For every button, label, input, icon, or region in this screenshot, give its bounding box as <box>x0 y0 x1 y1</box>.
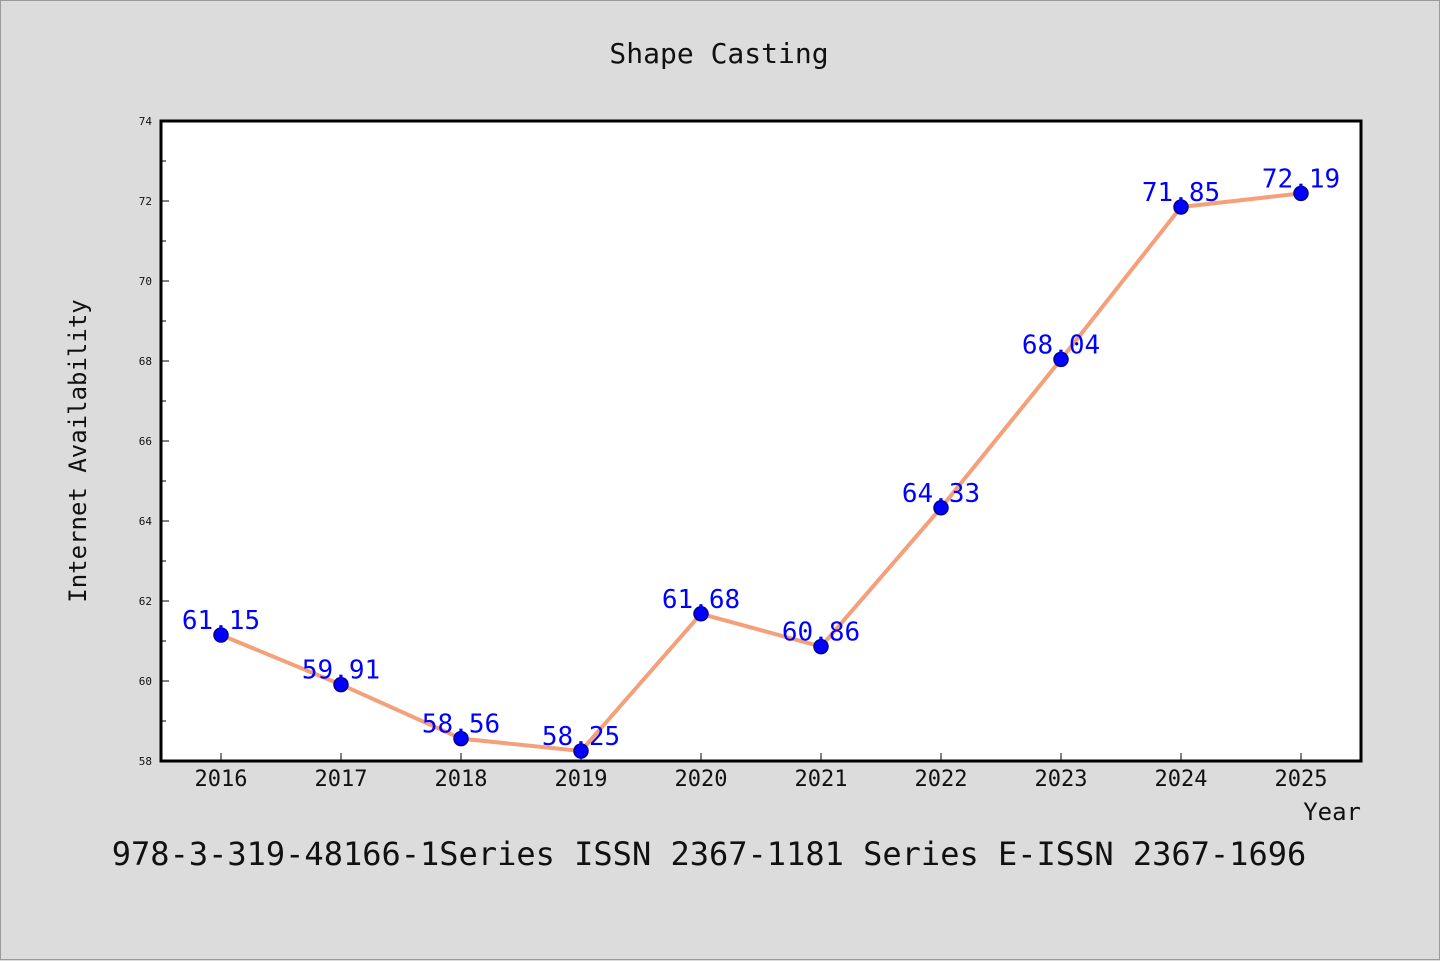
data-point-2016 <box>213 627 229 643</box>
y-axis: 58 60 62 64 66 68 70 72 74 <box>139 115 169 768</box>
data-label-2023: 68.04 <box>1022 330 1100 360</box>
data-point-2022 <box>933 500 949 516</box>
plot-area <box>159 119 1363 763</box>
x-tick-label-2025: 2025 <box>1275 767 1328 792</box>
y-tick-label-74: 74 <box>139 115 153 128</box>
x-tick-label-2016: 2016 <box>195 767 248 792</box>
data-label-2022: 64.33 <box>902 479 980 509</box>
data-point-2025 <box>1293 185 1309 202</box>
x-axis-label: Year <box>1303 798 1361 826</box>
x-tick-label-2024: 2024 <box>1155 767 1208 792</box>
series-line <box>220 191 1302 753</box>
y-axis-label: Internet Availability <box>64 299 92 602</box>
series-line-group <box>220 191 1302 753</box>
data-label-2019: 58.25 <box>542 722 620 752</box>
x-tick-label-2020: 2020 <box>675 767 728 792</box>
data-label-2021: 60.86 <box>782 618 860 648</box>
data-label-2017: 59.91 <box>302 656 380 686</box>
x-tick-label-2022: 2022 <box>915 767 968 792</box>
x-tick-label-2021: 2021 <box>795 767 848 792</box>
data-label-2024: 71.85 <box>1142 178 1220 208</box>
x-tick-label-2019: 2019 <box>555 767 608 792</box>
y-tick-label-60: 60 <box>139 675 152 688</box>
data-point-2017 <box>333 676 349 693</box>
y-tick-label-64: 64 <box>139 515 153 528</box>
x-tick-label-2018: 2018 <box>435 767 488 792</box>
data-point-2024 <box>1173 199 1189 215</box>
data-point-2019 <box>573 743 589 759</box>
y-tick-label-66: 66 <box>139 435 152 448</box>
y-tick-label-72: 72 <box>139 195 152 208</box>
footer-isbn-issn: 978-3-319-48166-1Series ISSN 2367-1181 S… <box>112 835 1306 873</box>
data-point-2023 <box>1053 351 1069 368</box>
y-tick-label-70: 70 <box>139 275 152 288</box>
markers-group <box>213 185 1309 759</box>
data-label-2018: 58.56 <box>422 710 500 740</box>
y-tick-label-62: 62 <box>139 595 152 608</box>
data-label-2025: 72.19 <box>1262 164 1340 194</box>
data-point-2020 <box>693 606 709 622</box>
data-label-2020: 61.68 <box>662 585 740 615</box>
data-point-2021 <box>813 638 829 655</box>
x-tick-label-2023: 2023 <box>1035 767 1088 792</box>
y-tick-label-68: 68 <box>139 355 152 368</box>
x-axis: 2016 2017 2018 2019 2020 2021 2022 2023 2024 2025 <box>195 753 1328 792</box>
x-tick-label-2017: 2017 <box>315 767 368 792</box>
data-labels-group: 61.15 59.91 58.56 58.25 61.68 60.86 64.33 68.04… <box>182 164 1340 752</box>
y-tick-label-58: 58 <box>139 755 152 768</box>
chart-title: Shape Casting <box>609 37 828 70</box>
data-label-2016: 61.15 <box>182 606 260 636</box>
data-point-2018 <box>453 730 469 747</box>
